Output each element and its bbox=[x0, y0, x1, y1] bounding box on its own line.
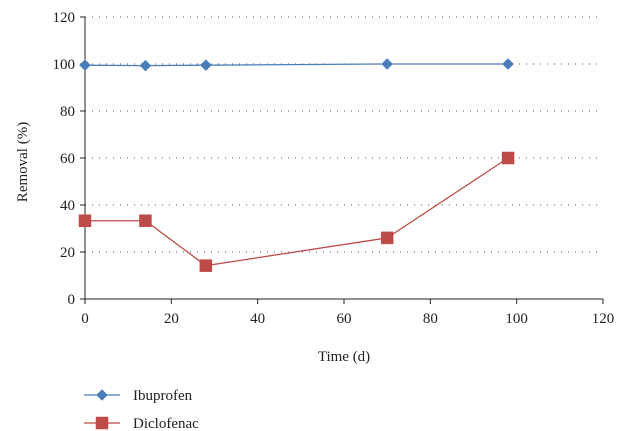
x-tick-label-60: 60 bbox=[337, 311, 352, 327]
x-tick-label-100: 100 bbox=[505, 311, 528, 327]
data-point-ibuprofen-2 bbox=[200, 59, 212, 72]
legend-entry-diclofenac: Diclofenac bbox=[84, 416, 199, 431]
legend-marker-ibuprofen bbox=[96, 389, 108, 401]
x-tick-label-0: 0 bbox=[81, 311, 89, 327]
y-tick-label-0: 0 bbox=[68, 292, 76, 308]
series-ibuprofen bbox=[79, 58, 514, 72]
data-point-ibuprofen-1 bbox=[139, 59, 152, 72]
gridlines bbox=[85, 16, 603, 253]
series-diclofenac bbox=[78, 151, 515, 272]
data-point-diclofenac-0 bbox=[78, 214, 92, 227]
y-tick-label-100: 100 bbox=[53, 57, 76, 73]
series-layer bbox=[78, 58, 515, 272]
legend-entry-ibuprofen: Ibuprofen bbox=[84, 388, 193, 404]
y-tick-label-20: 20 bbox=[60, 245, 75, 261]
data-point-diclofenac-1 bbox=[139, 214, 152, 227]
x-tick-label-120: 120 bbox=[592, 311, 615, 327]
legend: Ibuprofen Diclofenac bbox=[84, 388, 199, 431]
y-tick-labels: 0 20 40 60 80 100 120 bbox=[53, 10, 76, 308]
y-tick-label-120: 120 bbox=[53, 10, 76, 26]
legend-marker-diclofenac bbox=[95, 416, 109, 430]
data-point-ibuprofen-4 bbox=[502, 58, 514, 70]
data-point-ibuprofen-0 bbox=[79, 59, 91, 72]
x-axis-title: Time (d) bbox=[318, 349, 370, 365]
y-tick-label-40: 40 bbox=[60, 198, 75, 214]
legend-label-diclofenac: Diclofenac bbox=[133, 416, 199, 431]
axes bbox=[80, 16, 604, 304]
y-tick-label-80: 80 bbox=[60, 104, 75, 120]
data-point-diclofenac-4 bbox=[501, 151, 515, 165]
x-tick-label-20: 20 bbox=[164, 311, 179, 327]
series-line-diclofenac bbox=[85, 157, 509, 267]
x-tick-labels: 0 20 40 60 80 100 120 bbox=[81, 311, 614, 327]
x-tick-label-80: 80 bbox=[423, 311, 438, 327]
y-axis-title: Removal (%) bbox=[15, 122, 31, 202]
data-point-diclofenac-2 bbox=[199, 259, 213, 272]
legend-label-ibuprofen: Ibuprofen bbox=[133, 388, 193, 404]
data-point-ibuprofen-3 bbox=[381, 58, 394, 70]
data-point-diclofenac-3 bbox=[380, 231, 394, 245]
x-tick-label-40: 40 bbox=[250, 311, 265, 327]
y-tick-label-60: 60 bbox=[60, 151, 75, 167]
